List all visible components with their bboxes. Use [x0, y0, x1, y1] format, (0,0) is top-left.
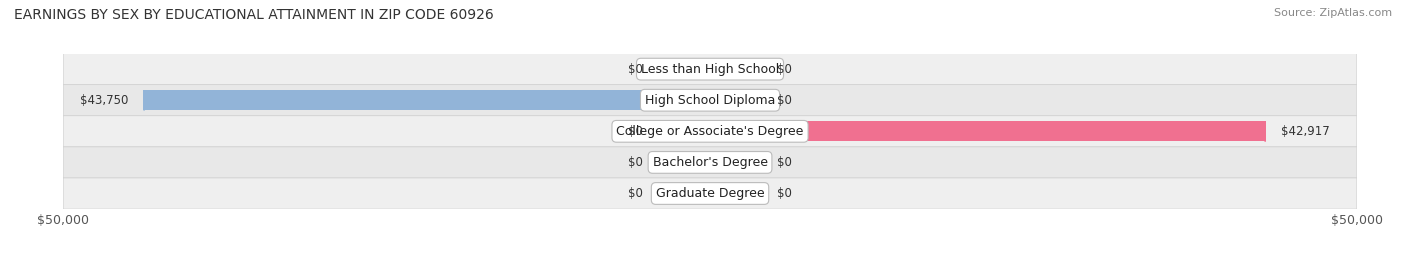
Bar: [710, 183, 762, 204]
Bar: [658, 183, 710, 204]
FancyBboxPatch shape: [63, 116, 1357, 147]
FancyBboxPatch shape: [63, 85, 1357, 116]
Bar: [710, 59, 762, 79]
Text: $43,750: $43,750: [80, 94, 128, 107]
Text: $0: $0: [628, 63, 643, 76]
Text: $42,917: $42,917: [1281, 125, 1330, 138]
Text: $0: $0: [628, 187, 643, 200]
Text: Less than High School: Less than High School: [641, 63, 779, 76]
FancyBboxPatch shape: [63, 178, 1357, 209]
Text: $0: $0: [628, 125, 643, 138]
Text: $0: $0: [778, 63, 792, 76]
Bar: [710, 121, 1265, 142]
FancyBboxPatch shape: [63, 54, 1357, 85]
Text: High School Diploma: High School Diploma: [645, 94, 775, 107]
Bar: [710, 90, 762, 110]
Text: Source: ZipAtlas.com: Source: ZipAtlas.com: [1274, 8, 1392, 18]
Bar: [658, 59, 710, 79]
Text: EARNINGS BY SEX BY EDUCATIONAL ATTAINMENT IN ZIP CODE 60926: EARNINGS BY SEX BY EDUCATIONAL ATTAINMEN…: [14, 8, 494, 22]
Bar: [658, 121, 710, 142]
Bar: [658, 152, 710, 173]
Text: $0: $0: [778, 187, 792, 200]
Bar: [710, 152, 762, 173]
FancyBboxPatch shape: [63, 147, 1357, 178]
Text: $0: $0: [628, 156, 643, 169]
Text: Graduate Degree: Graduate Degree: [655, 187, 765, 200]
Bar: [143, 90, 710, 110]
Text: College or Associate's Degree: College or Associate's Degree: [616, 125, 804, 138]
Text: $0: $0: [778, 156, 792, 169]
Text: Bachelor's Degree: Bachelor's Degree: [652, 156, 768, 169]
Text: $0: $0: [778, 94, 792, 107]
